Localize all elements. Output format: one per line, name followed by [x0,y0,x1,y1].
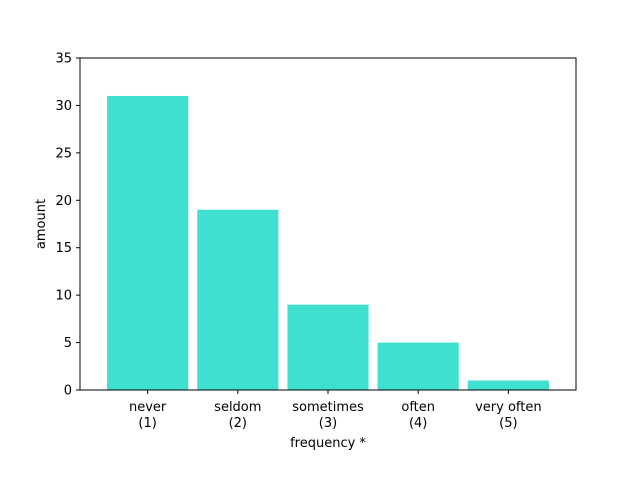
plot-frame [79,57,577,391]
x-tick-label-4-1: (5) [499,416,517,431]
x-tick-label-0-1: (1) [138,416,156,431]
y-tick-label-3: 15 [55,241,72,256]
x-tick-label-1-1: (2) [229,416,247,431]
x-tick-label-2-1: (3) [319,416,337,431]
y-tick-label-0: 0 [64,384,72,399]
x-tick-label-0-0: never [129,400,167,415]
y-tick-label-4: 20 [55,194,72,209]
bar-1 [197,209,279,390]
y-tick-label-7: 35 [55,52,72,67]
y-tick-label-2: 10 [55,289,72,304]
y-tick-label-6: 30 [55,99,72,114]
y-axis-label: amount [34,199,49,249]
y-tick-label-5: 25 [55,146,72,161]
y-tick-label-1: 5 [64,336,72,351]
bar-0 [107,95,189,390]
x-tick-label-3-1: (4) [409,416,427,431]
x-tick-label-2-0: sometimes [292,400,364,415]
x-tick-label-3-0: often [401,400,435,415]
bar-2 [287,304,369,390]
x-axis-label: frequency * [290,436,366,451]
bar-4 [467,380,549,390]
bars-group [107,95,549,390]
x-tick-label-4-0: very often [475,400,542,415]
bar-3 [377,342,459,390]
x-tick-label-1-0: seldom [214,400,261,415]
y-axis-ticks: 0 5 10 15 20 25 30 35 [55,52,80,399]
x-axis-ticks: never(1) seldom(2) sometimes(3) often(4) ver… [129,390,542,431]
